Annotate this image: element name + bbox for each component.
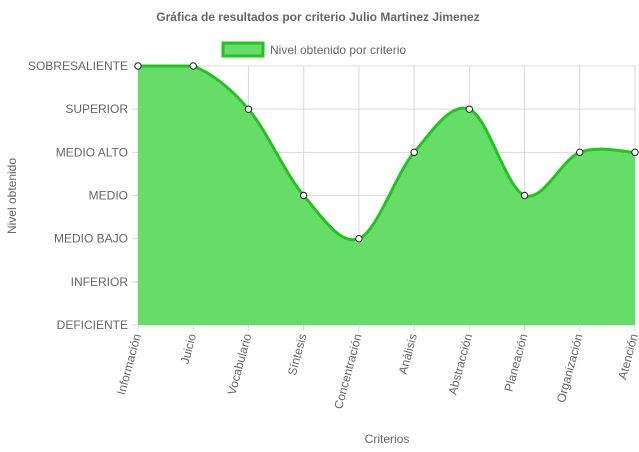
x-tick-label: Vocabulario	[225, 332, 255, 397]
x-axis-ticks: Información Juicio Vocabulario Síntesis Conc…	[114, 332, 639, 411]
x-tick-label: Organización	[554, 332, 586, 404]
x-tick-label: Planeación	[502, 332, 531, 393]
legend-label: Nivel obtenido por criterio	[270, 43, 406, 57]
x-tick-label: Concentración	[331, 332, 365, 410]
y-tick-label: SOBRESALIENTE	[28, 59, 128, 73]
y-tick-label: SUPERIOR	[65, 102, 128, 116]
x-axis-title: Criterios	[365, 432, 410, 446]
data-points	[134, 62, 639, 243]
x-tick-label: Juicio	[178, 332, 200, 366]
y-tick-label: DEFICIENTE	[57, 318, 128, 332]
x-tick-label: Información	[114, 332, 144, 396]
y-tick-label: MEDIO BAJO	[54, 232, 128, 246]
y-tick-label: INFERIOR	[71, 275, 129, 289]
series-line	[138, 64, 636, 242]
y-axis-ticks: DEFICIENTE INFERIOR MEDIO BAJO MEDIO MEDIO A…	[28, 59, 128, 332]
x-tick-label: Síntesis	[285, 332, 310, 377]
data-point-4[interactable]	[355, 234, 363, 243]
data-point-9[interactable]	[631, 148, 639, 157]
data-point-1[interactable]	[189, 62, 197, 70]
x-tick-label: Atención	[615, 332, 639, 381]
data-point-8[interactable]	[576, 148, 584, 157]
data-point-5[interactable]	[410, 148, 418, 157]
x-tick-label: Análisis	[396, 332, 420, 376]
data-point-7[interactable]	[520, 191, 529, 200]
data-point-2[interactable]	[244, 105, 253, 113]
series-area-group	[138, 64, 636, 325]
y-tick-label: MEDIO ALTO	[56, 145, 128, 159]
data-point-6[interactable]	[465, 105, 474, 113]
chart-title: Gráfica de resultados por criterio Julio…	[156, 10, 479, 24]
x-tick-label: Abstracción	[445, 332, 475, 396]
y-axis-title: Nivel obtenido	[5, 158, 19, 234]
data-point-0[interactable]	[134, 62, 142, 70]
legend[interactable]: Nivel obtenido por criterio	[221, 41, 406, 58]
data-point-3[interactable]	[299, 191, 308, 200]
y-tick-label: MEDIO	[89, 189, 128, 203]
legend-swatch	[221, 41, 265, 58]
